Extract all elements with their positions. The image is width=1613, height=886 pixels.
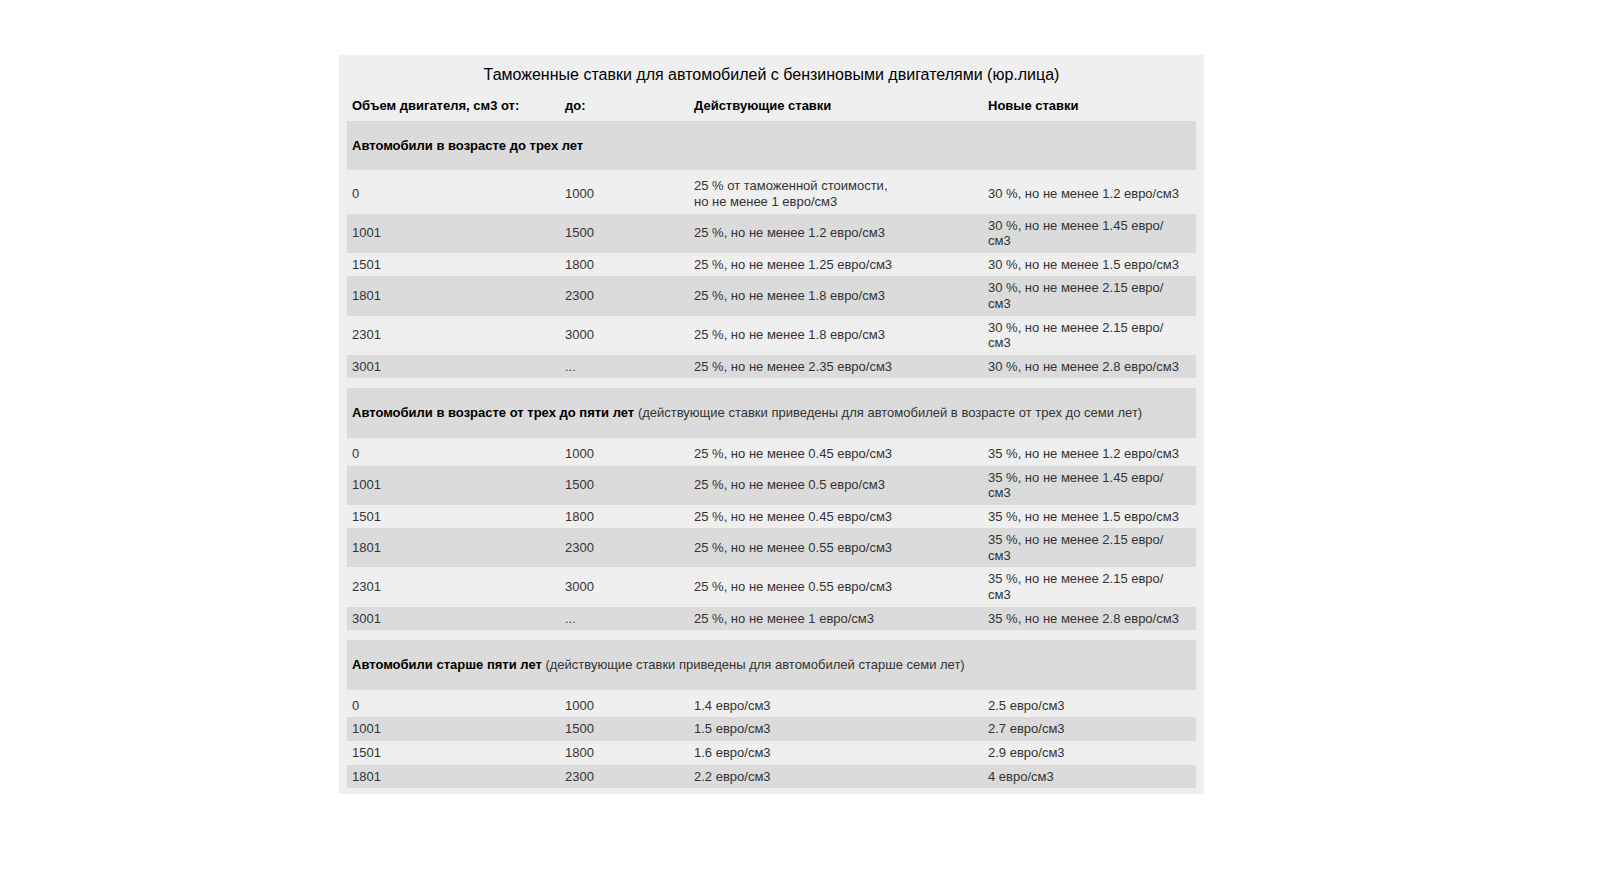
volume-from-cell: 3001 [347,607,560,631]
table-row: 180123002.2 евро/см34 евро/см3 [347,765,1196,789]
table-section: Автомобили в возрасте до трех лет0100025… [347,121,1196,379]
volume-from-cell: 1001 [347,221,560,245]
volume-from-cell: 2301 [347,323,560,347]
current-rate-cell: 25 %, но не менее 1.8 евро/см3 [689,323,983,347]
section-heading-title: Автомобили в возрасте от трех до пяти ле… [352,405,634,420]
current-rate-cell: 25 %, но не менее 0.5 евро/см3 [689,473,983,497]
volume-to-cell: ... [560,607,689,631]
new-rate-cell: 30 %, но не менее 2.15 евро/ см3 [983,316,1196,355]
volume-to-cell: 1800 [560,741,689,765]
col-header-new-rates: Новые ставки [983,93,1196,119]
current-rate-cell: 25 %, но не менее 0.55 евро/см3 [689,575,983,599]
section-heading: Автомобили старше пяти лет (действующие … [347,640,1196,690]
new-rate-cell: 35 %, но не менее 2.15 евро/ см3 [983,528,1196,567]
new-rate-cell: 30 %, но не менее 2.8 евро/см3 [983,355,1196,379]
table-row: 0100025 % от таможенной стоимости, но не… [347,174,1196,213]
section-heading-note: (действующие ставки приведены для автомо… [638,405,1142,420]
volume-to-cell: 1000 [560,694,689,718]
volume-to-cell: 2300 [560,765,689,789]
volume-from-cell: 0 [347,694,560,718]
table-row: 1001150025 %, но не менее 1.2 евро/см330… [347,214,1196,253]
section-heading: Автомобили в возрасте от трех до пяти ле… [347,388,1196,438]
current-rate-cell: 1.5 евро/см3 [689,717,983,741]
table-row: 1501180025 %, но не менее 0.45 евро/см33… [347,505,1196,529]
current-rate-cell: 25 %, но не менее 2.35 евро/см3 [689,355,983,379]
table-row: 010001.4 евро/см32.5 евро/см3 [347,694,1196,718]
new-rate-cell: 2.5 евро/см3 [983,694,1196,718]
volume-to-cell: 2300 [560,536,689,560]
table-section: Автомобили старше пяти лет (действующие … [347,640,1196,788]
volume-from-cell: 2301 [347,575,560,599]
volume-to-cell: 1500 [560,717,689,741]
new-rate-cell: 30 %, но не менее 2.15 евро/ см3 [983,276,1196,315]
new-rate-cell: 2.9 евро/см3 [983,741,1196,765]
volume-from-cell: 1001 [347,473,560,497]
current-rate-cell: 25 %, но не менее 1.25 евро/см3 [689,253,983,277]
new-rate-cell: 30 %, но не менее 1.45 евро/ см3 [983,214,1196,253]
volume-to-cell: 1500 [560,473,689,497]
table-section: Автомобили в возрасте от трех до пяти ле… [347,388,1196,630]
table-row: 1001150025 %, но не менее 0.5 евро/см335… [347,466,1196,505]
col-header-volume-to: до: [560,93,689,119]
volume-from-cell: 1801 [347,765,560,789]
section-heading-title: Автомобили старше пяти лет [352,657,542,672]
current-rate-cell: 25 %, но не менее 1.2 евро/см3 [689,221,983,245]
table-row: 2301300025 %, но не менее 0.55 евро/см33… [347,567,1196,606]
new-rate-cell: 35 %, но не менее 2.8 евро/см3 [983,607,1196,631]
col-header-engine-volume-from: Объем двигателя, см3 от: [347,93,560,119]
column-header-row: Объем двигателя, см3 от: до: Действующие… [347,93,1196,119]
section-heading-note: (действующие ставки приведены для автомо… [545,657,964,672]
new-rate-cell: 35 %, но не менее 2.15 евро/ см3 [983,567,1196,606]
col-header-current-rates: Действующие ставки [689,93,983,119]
volume-to-cell: 1800 [560,505,689,529]
volume-to-cell: 2300 [560,284,689,308]
volume-from-cell: 1001 [347,717,560,741]
table-row: 1501180025 %, но не менее 1.25 евро/см33… [347,253,1196,277]
volume-from-cell: 0 [347,182,560,206]
table-row: 1801230025 %, но не менее 1.8 евро/см330… [347,276,1196,315]
volume-to-cell: 3000 [560,323,689,347]
table-row: 2301300025 %, но не менее 1.8 евро/см330… [347,316,1196,355]
volume-from-cell: 1801 [347,284,560,308]
current-rate-cell: 1.4 евро/см3 [689,694,983,718]
volume-from-cell: 1501 [347,505,560,529]
new-rate-cell: 35 %, но не менее 1.2 евро/см3 [983,442,1196,466]
table-row: 3001...25 %, но не менее 1 евро/см335 %,… [347,607,1196,631]
volume-to-cell: 1000 [560,182,689,206]
table-row: 100115001.5 евро/см32.7 евро/см3 [347,717,1196,741]
volume-to-cell: 3000 [560,575,689,599]
current-rate-cell: 25 %, но не менее 1.8 евро/см3 [689,284,983,308]
new-rate-cell: 4 евро/см3 [983,765,1196,789]
table-title: Таможенные ставки для автомобилей с бенз… [347,55,1196,93]
current-rate-cell: 25 %, но не менее 1 евро/см3 [689,607,983,631]
current-rate-cell: 25 %, но не менее 0.45 евро/см3 [689,505,983,529]
volume-from-cell: 1801 [347,536,560,560]
table-row: 0100025 %, но не менее 0.45 евро/см335 %… [347,442,1196,466]
volume-from-cell: 1501 [347,741,560,765]
current-rate-cell: 25 %, но не менее 0.45 евро/см3 [689,442,983,466]
volume-to-cell: ... [560,355,689,379]
current-rate-cell: 25 %, но не менее 0.55 евро/см3 [689,536,983,560]
volume-to-cell: 1500 [560,221,689,245]
volume-from-cell: 0 [347,442,560,466]
section-heading-title: Автомобили в возрасте до трех лет [352,138,583,153]
new-rate-cell: 2.7 евро/см3 [983,717,1196,741]
new-rate-cell: 30 %, но не менее 1.2 евро/см3 [983,182,1196,206]
volume-from-cell: 3001 [347,355,560,379]
table-row: 150118001.6 евро/см32.9 евро/см3 [347,741,1196,765]
table-row: 1801230025 %, но не менее 0.55 евро/см33… [347,528,1196,567]
table-row: 3001...25 %, но не менее 2.35 евро/см330… [347,355,1196,379]
new-rate-cell: 30 %, но не менее 1.5 евро/см3 [983,253,1196,277]
new-rate-cell: 35 %, но не менее 1.5 евро/см3 [983,505,1196,529]
current-rate-cell: 1.6 евро/см3 [689,741,983,765]
customs-rates-table: Таможенные ставки для автомобилей с бенз… [339,55,1204,794]
volume-from-cell: 1501 [347,253,560,277]
volume-to-cell: 1000 [560,442,689,466]
new-rate-cell: 35 %, но не менее 1.45 евро/ см3 [983,466,1196,505]
current-rate-cell: 25 % от таможенной стоимости, но не мене… [689,174,983,213]
current-rate-cell: 2.2 евро/см3 [689,765,983,789]
table-body: Автомобили в возрасте до трех лет0100025… [347,121,1196,788]
section-heading: Автомобили в возрасте до трех лет [347,121,1196,171]
volume-to-cell: 1800 [560,253,689,277]
